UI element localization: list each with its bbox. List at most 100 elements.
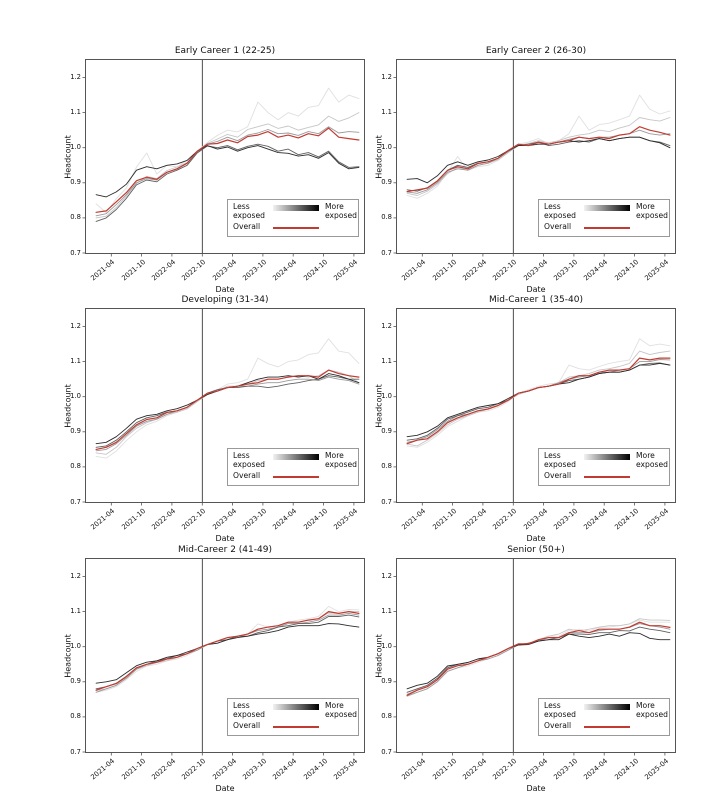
- y-tick-label: 0.8: [381, 213, 392, 222]
- series-line-exposure-quintile-1-least-exposed: [406, 338, 671, 448]
- subplot-title: Developing (31-34): [181, 295, 269, 305]
- series-line-exposure-quintile-3: [406, 129, 671, 194]
- ylabel-headcount: Headcount: [374, 134, 384, 179]
- legend-row-exposure: Less exposed More exposed: [233, 202, 357, 220]
- legend-row-overall: Overall: [233, 472, 353, 481]
- y-tick-label: 0.9: [381, 427, 392, 436]
- plot-area: [393, 559, 671, 756]
- y-tick-label: 1.2: [381, 73, 392, 81]
- ylabel-headcount: Headcount: [63, 134, 73, 179]
- y-tick-label: 1.1: [70, 108, 81, 117]
- y-tick-label: 0.7: [70, 747, 81, 756]
- y-tick-label: 1.1: [381, 108, 392, 117]
- exposure-gradient-swatch: [273, 703, 319, 710]
- series-line-exposure-quintile-4: [95, 143, 360, 222]
- y-tick-label: 1.0: [381, 392, 392, 401]
- exposure-gradient-swatch: [584, 703, 630, 710]
- legend-more-label: More exposed: [636, 450, 668, 469]
- xlabel-date: Date: [526, 534, 546, 543]
- overall-line-swatch: [273, 227, 319, 230]
- subplot-title: Mid-Career 1 (35-40): [489, 295, 583, 305]
- xlabel-date: Date: [215, 784, 235, 793]
- series-line-exposure-quintile-3: [95, 126, 360, 217]
- series-line-exposure-quintile-5-most-exposed: [406, 632, 671, 690]
- legend-more-label: More exposed: [325, 450, 357, 469]
- series-line-overall: [95, 610, 360, 691]
- xlabel-date: Date: [215, 285, 235, 294]
- y-tick-label: 1.0: [70, 392, 81, 401]
- legend-box: Less exposed More exposed Overall: [538, 697, 670, 736]
- ylabel-headcount: Headcount: [63, 383, 73, 428]
- series-line-exposure-quintile-2: [406, 618, 671, 695]
- legend-less-label: Less exposed: [233, 450, 265, 469]
- y-tick-label: 1.0: [381, 642, 392, 651]
- y-tick-label: 1.2: [70, 73, 81, 81]
- series-line-exposure-quintile-1-least-exposed: [95, 338, 360, 459]
- subplot-senior-50: Senior (50+) 0.7 0.8 0.9 1.0 1.1 1.2 2021-04 202…: [375, 545, 676, 793]
- legend-overall-label: Overall: [233, 721, 261, 731]
- y-tick-label: 0.9: [70, 677, 81, 686]
- legend-more-label: More exposed: [325, 700, 357, 719]
- y-tick-label: 0.8: [381, 462, 392, 471]
- legend-row-exposure: Less exposed More exposed: [233, 450, 357, 469]
- legend-row-overall: Overall: [544, 223, 664, 232]
- xlabel-date: Date: [526, 285, 546, 294]
- series-line-exposure-quintile-1-least-exposed: [95, 87, 360, 214]
- y-tick-label: 1.1: [70, 357, 81, 366]
- series-line-exposure-quintile-2: [406, 350, 671, 447]
- legend-box: Less exposed More exposed Overall: [227, 447, 359, 486]
- y-tick-label: 0.9: [70, 178, 81, 187]
- exposure-gradient-swatch: [584, 453, 630, 460]
- subplot-title: Mid-Career 2 (41-49): [178, 545, 272, 555]
- y-tick-label: 0.9: [381, 677, 392, 686]
- legend-less-label: Less exposed: [233, 700, 265, 719]
- plot-area: [82, 559, 360, 756]
- y-tick-label: 0.7: [381, 248, 392, 257]
- y-tick-label: 1.1: [381, 607, 392, 616]
- legend-box: Less exposed More exposed Overall: [227, 198, 359, 237]
- series-line-overall: [406, 126, 671, 193]
- y-tick-label: 1.2: [381, 322, 392, 330]
- series-line-overall: [406, 621, 671, 696]
- subplot-title: Early Career 1 (22-25): [174, 46, 276, 56]
- ylabel-headcount: Headcount: [374, 633, 384, 678]
- legend-less-label: Less exposed: [544, 201, 576, 220]
- xlabel-date: Date: [526, 784, 546, 793]
- plot-area: [82, 309, 360, 506]
- y-tick-label: 0.7: [381, 497, 392, 506]
- overall-line-swatch: [584, 227, 630, 230]
- series-line-overall: [406, 357, 671, 445]
- series-line-overall: [95, 127, 360, 213]
- series-line-exposure-quintile-2: [95, 611, 360, 692]
- series-line-exposure-quintile-3: [406, 623, 671, 697]
- exposure-gradient-swatch: [584, 204, 630, 211]
- subplot-developing-31-34: Developing (31-34) 0.7 0.8 0.9 1.0 1.1 1.2 2021…: [64, 295, 365, 543]
- legend-row-exposure: Less exposed More exposed: [544, 450, 668, 469]
- series-line-exposure-quintile-2: [406, 117, 671, 196]
- legend-less-label: Less exposed: [544, 450, 576, 469]
- series-line-exposure-quintile-4: [406, 136, 671, 192]
- y-tick-label: 0.8: [381, 712, 392, 721]
- y-tick-label: 0.7: [70, 248, 81, 257]
- legend-overall-label: Overall: [233, 471, 261, 481]
- plot-area: [393, 60, 671, 257]
- ylabel-headcount: Headcount: [374, 383, 384, 428]
- series-line-exposure-quintile-5-most-exposed: [95, 623, 360, 684]
- y-tick-label: 0.9: [70, 427, 81, 436]
- xlabel-date: Date: [215, 534, 235, 543]
- subplot-title: Early Career 2 (26-30): [485, 46, 587, 56]
- y-tick-label: 0.8: [70, 213, 81, 222]
- series-line-exposure-quintile-2: [95, 369, 360, 455]
- legend-row-overall: Overall: [544, 472, 664, 481]
- overall-line-swatch: [273, 726, 319, 729]
- subplot-early-career-2-26-30: Early Career 2 (26-30) 0.7 0.8 0.9 1.0 1.1 1.2…: [375, 46, 676, 294]
- legend-row-overall: Overall: [233, 223, 353, 232]
- series-line-exposure-quintile-5-most-exposed: [95, 145, 360, 198]
- series-line-exposure-quintile-3: [406, 359, 671, 443]
- y-tick-label: 0.8: [70, 712, 81, 721]
- series-line-exposure-quintile-1-least-exposed: [406, 94, 671, 199]
- legend-overall-label: Overall: [544, 721, 572, 731]
- y-tick-label: 0.8: [70, 462, 81, 471]
- legend-box: Less exposed More exposed Overall: [538, 198, 670, 237]
